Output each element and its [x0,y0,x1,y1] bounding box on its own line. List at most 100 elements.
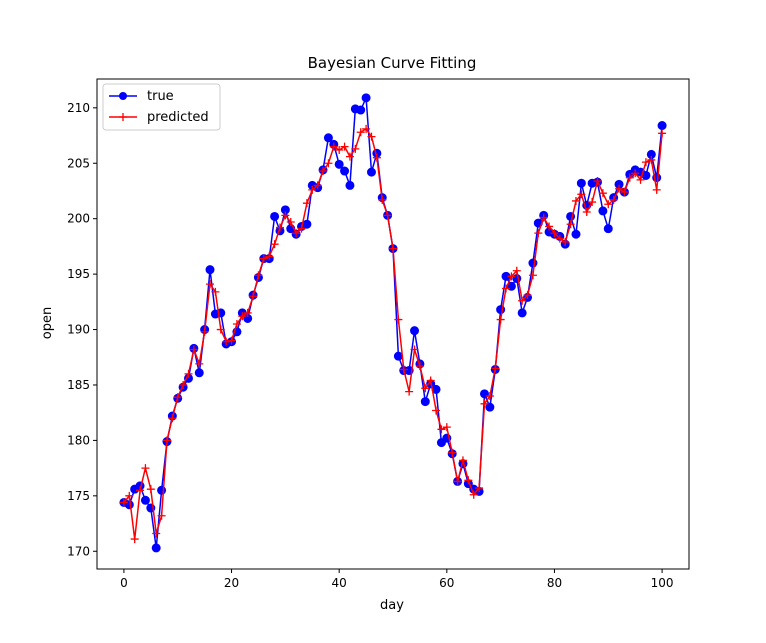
data-point-predicted [571,196,580,205]
data-point-true [576,178,586,188]
data-point-true [485,402,495,412]
series-layer [119,93,667,553]
data-point-predicted [539,213,548,222]
data-point-predicted [631,169,640,178]
data-point-predicted [184,369,193,378]
data-point-true [517,308,527,318]
data-point-true [345,180,355,190]
legend-marker [119,92,127,100]
x-tick-label: 80 [547,576,562,590]
data-point-predicted [464,476,473,485]
x-tick-label: 60 [439,576,454,590]
data-point-predicted [136,486,145,495]
data-point-predicted [157,511,166,520]
data-point-predicted [227,336,236,345]
data-point-predicted [125,491,134,500]
data-point-predicted [119,498,128,507]
data-point-predicted [216,325,225,334]
data-point-predicted [292,229,301,238]
data-point-predicted [518,296,527,305]
x-axis-label: day [380,598,404,613]
data-point-predicted [410,345,419,354]
data-point-predicted [195,359,204,368]
data-point-true [361,93,371,103]
data-point-true [598,206,608,216]
data-point-predicted [351,144,360,153]
data-point-predicted [636,175,645,184]
data-point-predicted [259,254,268,263]
data-point-predicted [394,315,403,324]
data-point-predicted [302,199,311,208]
y-tick-label: 205 [67,156,90,170]
data-point-predicted [265,252,274,261]
data-point-predicted [200,327,209,336]
axes-layer: 0 20 40 60 80 100 170 175 180 185 190 195 200 205 210 [67,78,690,590]
data-point-predicted [372,153,381,162]
data-point-true [393,351,403,361]
data-point-true [571,229,581,239]
data-point-predicted [275,223,284,232]
data-point-true [270,211,280,221]
data-point-true [410,326,420,336]
legend-marker [119,113,127,121]
data-point-predicted [545,222,554,231]
y-tick-label: 185 [67,378,90,392]
data-point-predicted [566,220,575,229]
data-point-predicted [458,456,467,465]
data-point-predicted [173,393,182,402]
data-point-predicted [238,312,247,321]
x-tick-label: 20 [224,576,239,590]
data-point-predicted [604,200,613,209]
y-axis-label: open [40,307,55,339]
data-point-true [528,258,538,268]
data-point-predicted [550,229,559,238]
data-point-predicted [281,211,290,220]
data-point-predicted [426,376,435,385]
legend-item-predicted: predicted [109,110,209,125]
data-point-predicted [345,152,354,161]
data-point-predicted [480,399,489,408]
series-predicted [119,124,667,544]
data-point-predicted [421,384,430,393]
legend-label: true [147,89,174,104]
x-tick-label: 100 [651,576,674,590]
data-point-predicted [356,128,365,137]
data-point-predicted [146,485,155,494]
data-point-predicted [383,211,392,220]
data-point-predicted [335,145,344,154]
y-tick-label: 190 [67,323,90,337]
data-point-predicted [222,337,231,346]
data-point-true [356,105,366,115]
data-point-predicted [179,380,188,389]
data-point-predicted [593,176,602,185]
data-point-true [151,543,161,553]
y-tick-label: 200 [67,212,90,226]
y-tick-label: 210 [67,101,90,115]
data-point-predicted [329,142,338,151]
data-point-predicted [625,173,634,182]
y-tick-label: 195 [67,267,90,281]
data-point-predicted [588,198,597,207]
data-point-predicted [647,155,656,164]
data-point-predicted [448,448,457,457]
data-point-predicted [528,271,537,280]
legend: true predicted [102,83,221,131]
data-point-predicted [475,484,484,493]
data-point-predicted [469,490,478,499]
data-point-true [302,219,312,229]
data-point-predicted [152,529,161,538]
data-point-predicted [561,237,570,246]
data-point-predicted [232,320,241,328]
data-point-predicted [206,280,215,289]
data-point-predicted [254,271,263,280]
legend-item-true: true [109,89,174,104]
data-point-predicted [378,195,387,204]
data-point-true [157,485,167,495]
data-point-predicted [319,167,328,176]
data-point-true [334,159,344,169]
data-point-predicted [555,234,564,243]
data-point-predicted [620,188,629,197]
data-point-predicted [362,124,371,133]
data-point-predicted [415,362,424,371]
data-point-predicted [367,132,376,141]
